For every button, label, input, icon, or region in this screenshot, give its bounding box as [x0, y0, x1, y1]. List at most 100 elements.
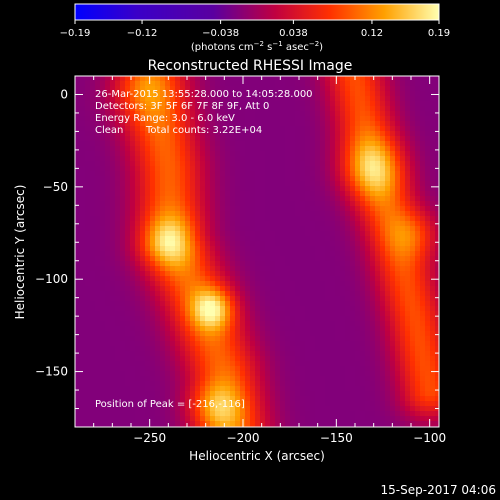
heatmap-cell: [415, 256, 421, 262]
heatmap-cell: [230, 281, 236, 287]
heatmap-cell: [400, 306, 406, 312]
heatmap-cell: [220, 381, 226, 387]
heatmap-cell: [420, 231, 426, 237]
heatmap-cell: [155, 401, 161, 407]
heatmap-cell: [400, 361, 406, 367]
heatmap-cell: [355, 286, 361, 292]
heatmap-cell: [345, 181, 351, 187]
heatmap-cell: [360, 211, 366, 217]
heatmap-cell: [210, 121, 216, 127]
heatmap-cell: [225, 326, 231, 332]
heatmap-cell: [345, 176, 351, 182]
heatmap-cell: [85, 406, 91, 412]
heatmap-cell: [275, 381, 281, 387]
heatmap-cell: [170, 201, 176, 207]
heatmap-cell: [230, 326, 236, 332]
heatmap-cell: [320, 351, 326, 357]
heatmap-cell: [110, 106, 116, 112]
heatmap-cell: [120, 261, 126, 267]
heatmap-cell: [295, 321, 301, 327]
heatmap-cell: [145, 361, 151, 367]
heatmap-cell: [165, 81, 171, 87]
heatmap-cell: [95, 236, 101, 242]
heatmap-cell: [145, 321, 151, 327]
heatmap-cell: [305, 191, 311, 197]
heatmap-cell: [380, 351, 386, 357]
heatmap-cell: [180, 171, 186, 177]
heatmap-cell: [125, 106, 131, 112]
heatmap-cell: [375, 406, 381, 412]
heatmap-cell: [250, 251, 256, 257]
heatmap-cell: [405, 306, 411, 312]
heatmap-cell: [75, 326, 81, 332]
heatmap-cell: [390, 286, 396, 292]
heatmap-cell: [265, 321, 271, 327]
heatmap-cell: [415, 381, 421, 387]
heatmap-cell: [150, 186, 156, 192]
heatmap-cell: [420, 121, 426, 127]
heatmap-cell: [145, 181, 151, 187]
heatmap-cell: [125, 411, 131, 417]
heatmap-cell: [90, 371, 96, 377]
heatmap-cell: [205, 161, 211, 167]
heatmap-cell: [325, 371, 331, 377]
heatmap-cell: [275, 291, 281, 297]
heatmap-cell: [240, 111, 246, 117]
heatmap-cell: [175, 286, 181, 292]
heatmap-cell: [410, 146, 416, 152]
heatmap-cell: [430, 221, 436, 227]
heatmap-cell: [285, 261, 291, 267]
heatmap-cell: [190, 341, 196, 347]
heatmap-cell: [400, 216, 406, 222]
heatmap-cell: [245, 76, 251, 82]
heatmap-cell: [140, 91, 146, 97]
heatmap-cell: [210, 371, 216, 377]
heatmap-cell: [225, 351, 231, 357]
heatmap-cell: [255, 391, 261, 397]
heatmap-cell: [75, 156, 81, 162]
heatmap-cell: [250, 276, 256, 282]
heatmap-cell: [325, 386, 331, 392]
heatmap-cell: [390, 371, 396, 377]
heatmap-cell: [290, 381, 296, 387]
heatmap-cell: [395, 271, 401, 277]
heatmap-cell: [330, 186, 336, 192]
heatmap-cell: [375, 81, 381, 87]
heatmap-cell: [235, 146, 241, 152]
heatmap-cell: [270, 226, 276, 232]
heatmap-cell: [340, 376, 346, 382]
heatmap-cell: [90, 281, 96, 287]
heatmap-cell: [340, 306, 346, 312]
heatmap-cell: [160, 296, 166, 302]
heatmap-cell: [105, 131, 111, 137]
heatmap-cell: [135, 171, 141, 177]
heatmap-cell: [95, 91, 101, 97]
heatmap-cell: [360, 91, 366, 97]
heatmap-cell: [145, 296, 151, 302]
heatmap-cell: [225, 226, 231, 232]
heatmap-cell: [195, 151, 201, 157]
heatmap-cell: [340, 361, 346, 367]
heatmap-cell: [210, 211, 216, 217]
heatmap-cell: [360, 351, 366, 357]
heatmap-cell: [365, 236, 371, 242]
heatmap-cell: [350, 401, 356, 407]
heatmap-cell: [330, 121, 336, 127]
heatmap-cell: [235, 316, 241, 322]
heatmap-cell: [165, 316, 171, 322]
heatmap-cell: [135, 131, 141, 137]
heatmap-cell: [220, 336, 226, 342]
heatmap-cell: [245, 341, 251, 347]
heatmap-cell: [250, 181, 256, 187]
heatmap-cell: [400, 196, 406, 202]
heatmap-cell: [85, 311, 91, 317]
heatmap-cell: [195, 111, 201, 117]
heatmap-cell: [300, 161, 306, 167]
heatmap-cell: [195, 156, 201, 162]
heatmap-cell: [250, 406, 256, 412]
heatmap-cell: [265, 406, 271, 412]
heatmap-cell: [165, 276, 171, 282]
heatmap-cell: [205, 221, 211, 227]
heatmap-cell: [325, 166, 331, 172]
heatmap-cell: [205, 246, 211, 252]
